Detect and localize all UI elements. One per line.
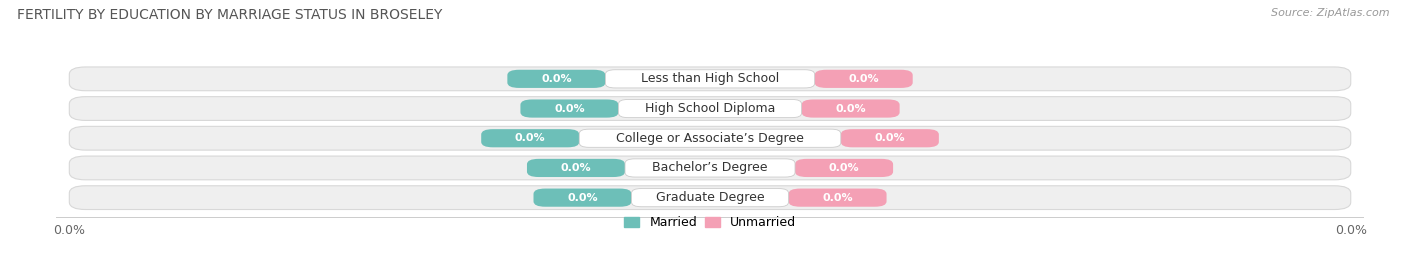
FancyBboxPatch shape [527, 159, 626, 177]
Text: Bachelor’s Degree: Bachelor’s Degree [652, 161, 768, 174]
FancyBboxPatch shape [794, 159, 893, 177]
Text: 0.0%: 0.0% [567, 193, 598, 203]
Text: High School Diploma: High School Diploma [645, 102, 775, 115]
Text: Graduate Degree: Graduate Degree [655, 191, 765, 204]
FancyBboxPatch shape [626, 159, 794, 177]
FancyBboxPatch shape [508, 70, 606, 88]
FancyBboxPatch shape [69, 97, 1351, 120]
Text: 0.0%: 0.0% [835, 103, 866, 114]
FancyBboxPatch shape [631, 188, 789, 207]
Text: Source: ZipAtlas.com: Source: ZipAtlas.com [1271, 8, 1389, 18]
FancyBboxPatch shape [619, 99, 801, 118]
FancyBboxPatch shape [841, 129, 939, 147]
FancyBboxPatch shape [481, 129, 579, 147]
FancyBboxPatch shape [69, 67, 1351, 91]
FancyBboxPatch shape [801, 99, 900, 118]
FancyBboxPatch shape [579, 129, 841, 147]
Text: 0.0%: 0.0% [828, 163, 859, 173]
Text: 0.0%: 0.0% [875, 133, 905, 143]
FancyBboxPatch shape [520, 99, 619, 118]
FancyBboxPatch shape [69, 156, 1351, 180]
Text: 0.0%: 0.0% [515, 133, 546, 143]
FancyBboxPatch shape [814, 70, 912, 88]
FancyBboxPatch shape [606, 70, 814, 88]
Text: 0.0%: 0.0% [561, 163, 592, 173]
FancyBboxPatch shape [69, 186, 1351, 210]
Text: 0.0%: 0.0% [823, 193, 853, 203]
Text: 0.0%: 0.0% [541, 74, 572, 84]
Text: Less than High School: Less than High School [641, 72, 779, 85]
Legend: Married, Unmarried: Married, Unmarried [624, 217, 796, 230]
FancyBboxPatch shape [789, 188, 887, 207]
Text: FERTILITY BY EDUCATION BY MARRIAGE STATUS IN BROSELEY: FERTILITY BY EDUCATION BY MARRIAGE STATU… [17, 8, 443, 22]
FancyBboxPatch shape [69, 126, 1351, 150]
Text: 0.0%: 0.0% [848, 74, 879, 84]
Text: College or Associate’s Degree: College or Associate’s Degree [616, 132, 804, 145]
Text: 0.0%: 0.0% [554, 103, 585, 114]
FancyBboxPatch shape [533, 188, 631, 207]
